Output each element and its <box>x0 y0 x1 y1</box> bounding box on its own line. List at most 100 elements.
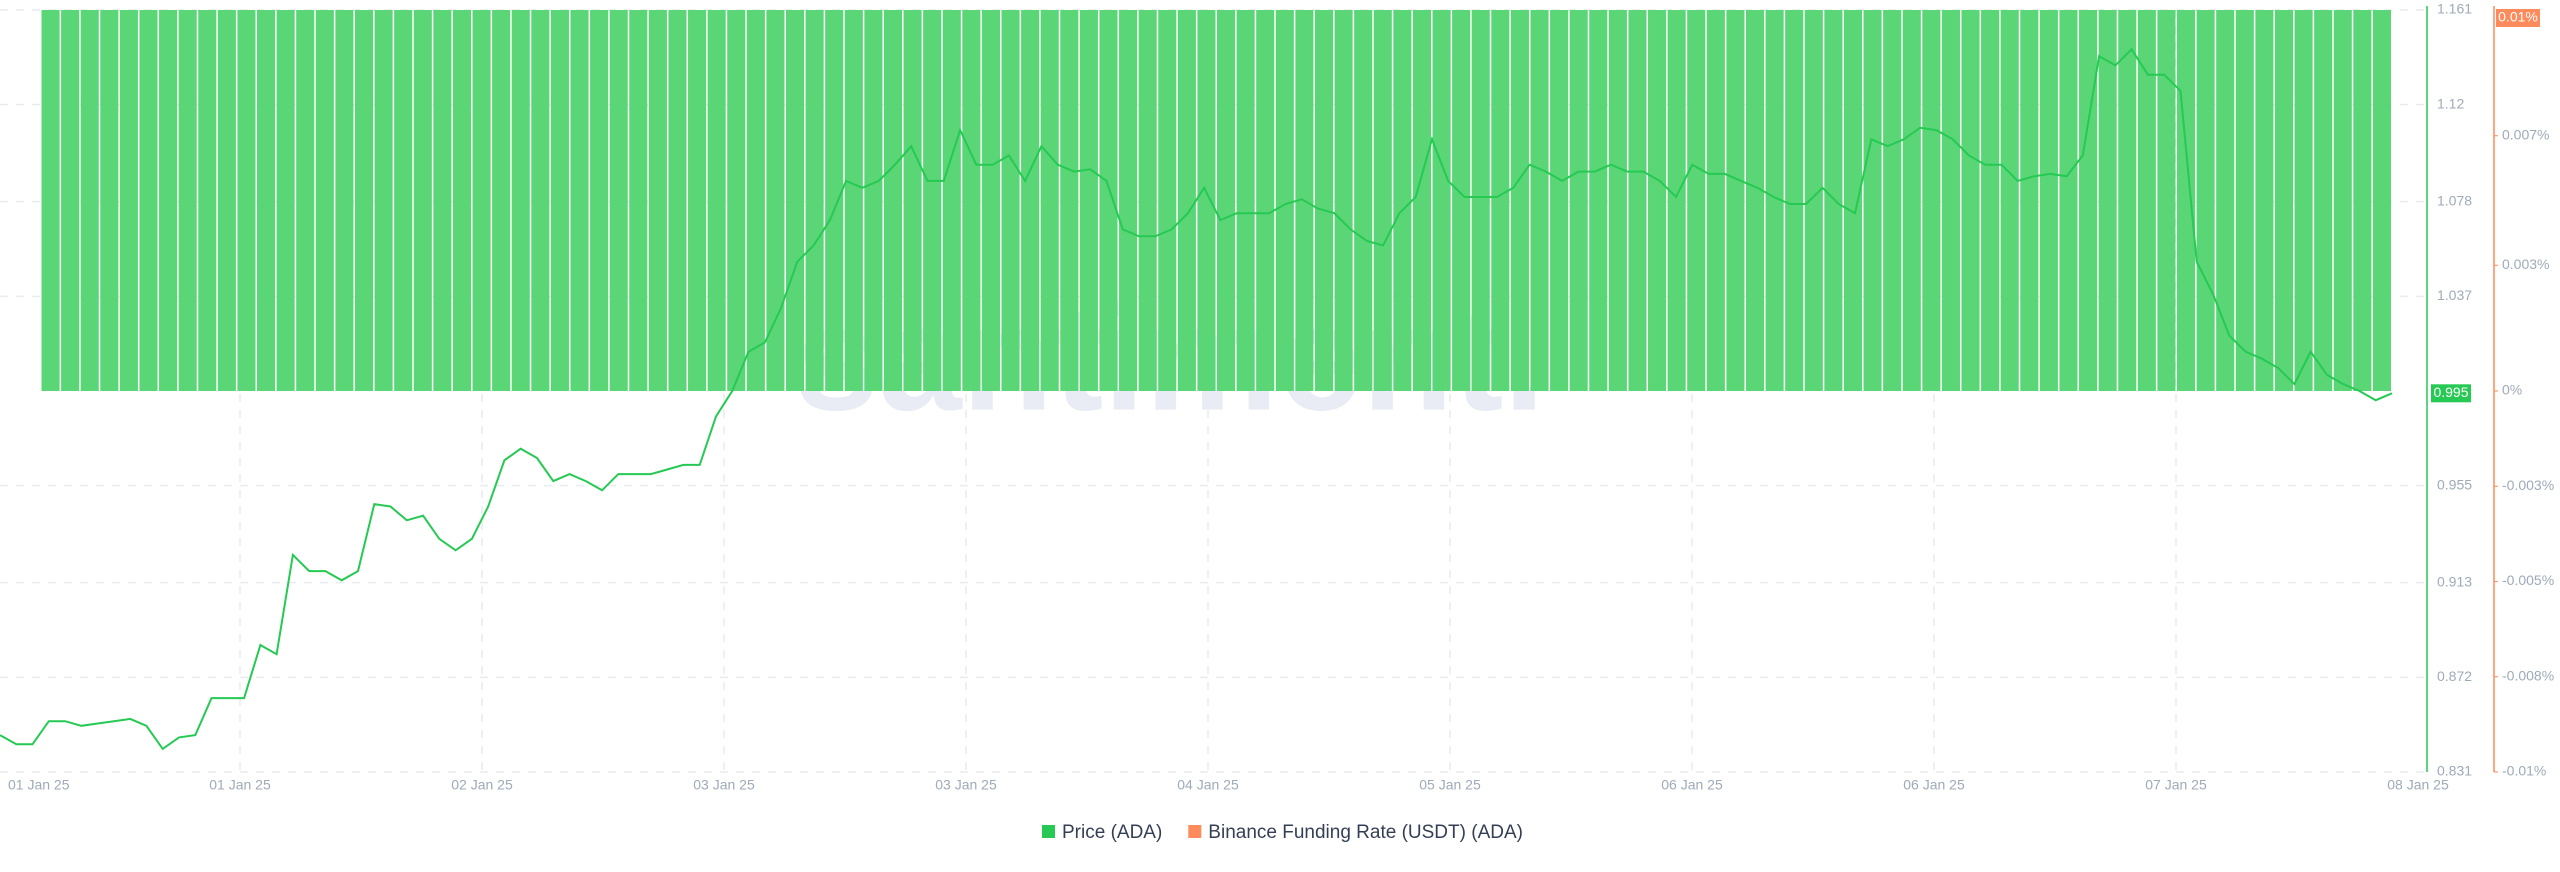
funding-bar <box>2000 10 2019 391</box>
funding-bar <box>1217 10 1236 391</box>
y-tick-label: 1.037 <box>2437 287 2472 303</box>
funding-bar <box>2157 10 2176 391</box>
x-tick-label: 01 Jan 25 <box>8 777 70 793</box>
funding-bar <box>2235 10 2254 391</box>
x-tick-label: 02 Jan 25 <box>451 777 513 793</box>
funding-bar <box>159 10 178 391</box>
funding-bar <box>1589 10 1608 391</box>
funding-bar <box>374 10 393 391</box>
y2-tick-label: 0% <box>2502 382 2522 398</box>
funding-bar <box>1412 10 1432 391</box>
funding-bar <box>394 10 413 391</box>
funding-bar <box>315 10 334 391</box>
funding-bar <box>962 10 981 391</box>
funding-bar <box>766 10 785 391</box>
funding-bar <box>609 10 628 391</box>
funding-bar <box>707 10 726 391</box>
funding-bar <box>864 10 883 391</box>
funding-bar <box>61 10 80 391</box>
funding-bar <box>413 10 432 391</box>
y2-tick-label: -0.003% <box>2502 477 2554 493</box>
legend-swatch <box>1042 825 1055 838</box>
funding-bar <box>942 10 961 391</box>
funding-bar <box>2079 10 2098 391</box>
funding-bar <box>1510 10 1529 391</box>
funding-badge <box>2496 9 2540 27</box>
funding-bar <box>1569 10 1588 391</box>
funding-bar <box>1021 10 1040 391</box>
funding-bar <box>41 10 60 391</box>
funding-bar <box>511 10 530 391</box>
legend-label: Price (ADA) <box>1062 822 1162 843</box>
funding-bar <box>825 10 844 391</box>
funding-bar <box>1471 10 1490 391</box>
funding-bar <box>452 10 472 391</box>
funding-bar <box>1040 10 1059 391</box>
funding-bar <box>1785 10 1804 391</box>
funding-bar <box>1452 10 1471 391</box>
x-tick-label: 05 Jan 25 <box>1419 777 1481 793</box>
y2-tick-label: -0.005% <box>2502 572 2554 588</box>
funding-bar <box>1941 10 1960 391</box>
funding-bar <box>1491 10 1510 391</box>
funding-bar <box>100 10 119 391</box>
funding-bar <box>1843 10 1863 391</box>
x-tick-label: 06 Jan 25 <box>1903 777 1965 793</box>
funding-bar <box>1432 10 1451 391</box>
funding-bar <box>1158 10 1177 391</box>
funding-bar <box>178 10 197 391</box>
funding-bar <box>2294 10 2313 391</box>
x-tick-label: 04 Jan 25 <box>1177 777 1239 793</box>
x-tick-label: 03 Jan 25 <box>935 777 997 793</box>
funding-bar <box>903 10 922 391</box>
funding-bar <box>785 10 805 391</box>
funding-bar <box>1745 10 1765 391</box>
funding-bar <box>805 10 824 391</box>
funding-bar <box>1648 10 1667 391</box>
funding-bar <box>2372 10 2391 391</box>
funding-bar <box>1726 10 1745 391</box>
funding-bar <box>1314 10 1334 391</box>
funding-bar <box>1256 10 1275 391</box>
funding-bar <box>198 10 217 391</box>
funding-bar <box>1922 10 1941 391</box>
funding-bar <box>2118 10 2137 391</box>
y-tick-label: 1.078 <box>2437 192 2472 208</box>
funding-bar <box>2333 10 2352 391</box>
funding-bar <box>883 10 903 391</box>
y-tick-label: 1.161 <box>2437 1 2472 17</box>
funding-bar <box>1393 10 1412 391</box>
funding-bar <box>1804 10 1823 391</box>
y-tick-label: 1.12 <box>2437 95 2464 111</box>
funding-bar <box>2196 10 2215 391</box>
funding-bar <box>1667 10 1686 391</box>
y2-tick-label: 0.007% <box>2502 126 2549 142</box>
funding-bar <box>923 10 942 391</box>
funding-bar <box>590 10 609 391</box>
funding-bar <box>1060 10 1079 391</box>
y-tick-label: 0.872 <box>2437 668 2472 684</box>
funding-bar <box>1275 10 1294 391</box>
funding-bar <box>668 10 687 391</box>
y-tick-label: 0.831 <box>2437 763 2472 779</box>
funding-bar <box>1119 10 1138 391</box>
funding-bar <box>433 10 452 391</box>
y2-tick-label: -0.008% <box>2502 667 2554 683</box>
x-tick-label: 03 Jan 25 <box>693 777 755 793</box>
funding-bar <box>1608 10 1627 391</box>
funding-bar <box>354 10 374 391</box>
y2-tick-label: 0.01% <box>2498 9 2538 25</box>
funding-bar <box>1236 10 1255 391</box>
funding-bar <box>1530 10 1549 391</box>
funding-bar <box>2216 10 2235 391</box>
funding-bar <box>1079 10 1098 391</box>
funding-bar <box>1373 10 1392 391</box>
funding-bar <box>746 10 765 391</box>
funding-bar <box>472 10 491 391</box>
funding-bar <box>492 10 511 391</box>
funding-bar <box>2059 10 2078 391</box>
y2-tick-label: 0.003% <box>2502 256 2549 272</box>
funding-bar <box>2255 10 2274 391</box>
price-line <box>0 47 2393 751</box>
